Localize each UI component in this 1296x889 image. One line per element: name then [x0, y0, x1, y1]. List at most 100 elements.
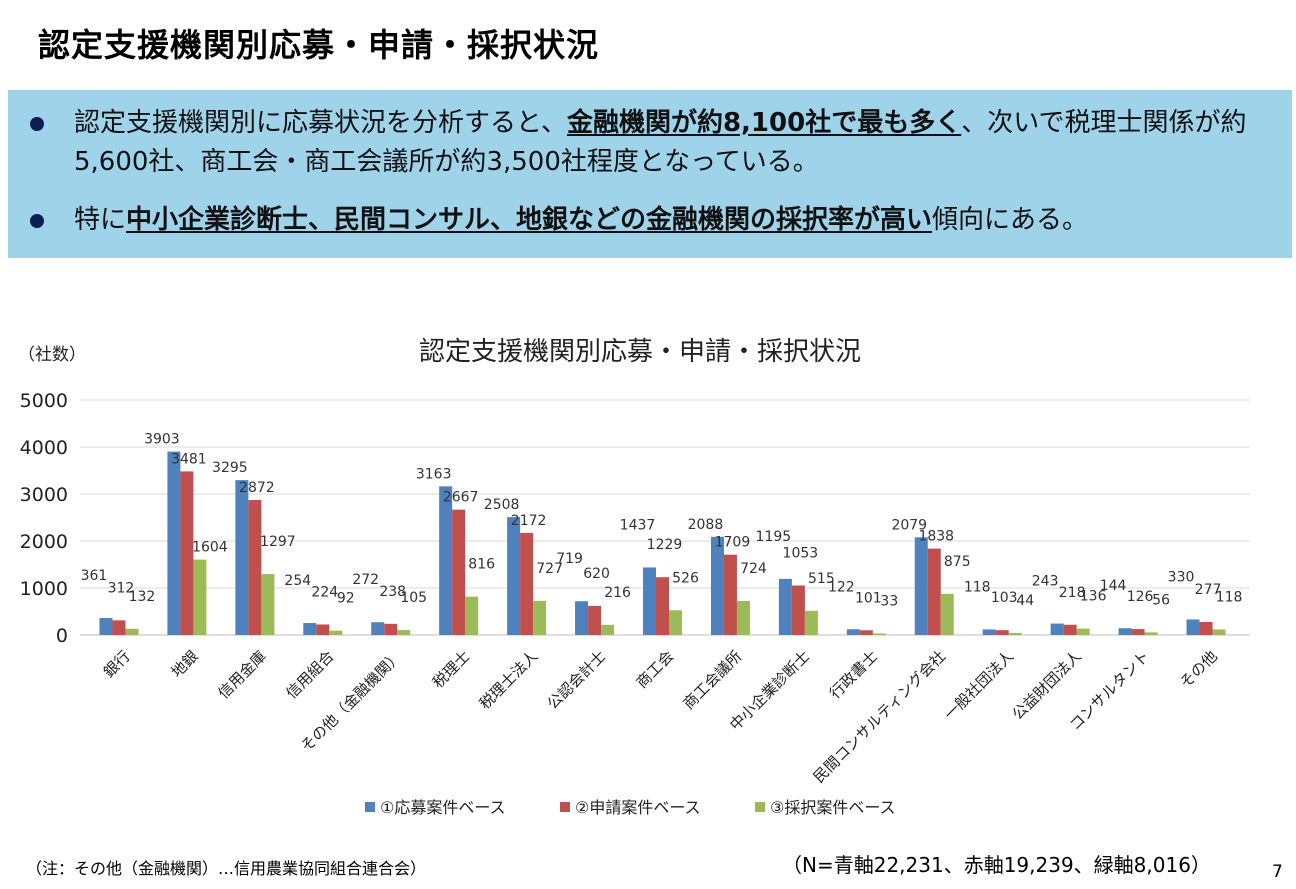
bar-3: [193, 559, 207, 635]
data-label: 2872: [239, 480, 275, 496]
data-label: 727: [536, 561, 563, 577]
y-tick-label: 3000: [20, 484, 68, 506]
x-category-label: 地銀: [168, 647, 202, 681]
data-label: 3163: [416, 466, 452, 482]
data-label: 277: [1195, 582, 1222, 598]
data-label: 238: [379, 584, 406, 600]
y-axis-label: （社数）: [18, 345, 86, 365]
data-label: 243: [1032, 574, 1059, 590]
data-label: 105: [400, 590, 427, 606]
x-category-label: 公認会計士: [544, 647, 610, 713]
data-label: 56: [1152, 592, 1170, 608]
data-label: 1229: [647, 537, 683, 553]
data-label: 218: [1059, 585, 1086, 601]
data-label: 1604: [192, 540, 228, 556]
data-label: 515: [808, 571, 835, 587]
bar-1: [1118, 628, 1132, 635]
bar-2: [859, 630, 873, 635]
x-category-label: 行政書士: [826, 647, 881, 702]
bar-2: [723, 554, 737, 635]
data-label: 312: [108, 580, 135, 596]
y-tick-label: 2000: [20, 531, 68, 553]
bar-2: [1199, 621, 1213, 635]
data-label: 272: [352, 572, 379, 588]
bar-1: [371, 622, 385, 635]
bullet-text: 特に中小企業診断士、民間コンサル、地銀などの金融機関の採択率が高い傾向にある。: [74, 201, 1254, 240]
data-label: 33: [880, 593, 898, 609]
y-tick-label: 0: [56, 625, 68, 647]
data-label: 44: [1016, 593, 1034, 609]
x-category-label: 一般社団法人: [941, 647, 1017, 723]
bar-2: [112, 620, 126, 635]
bar-2: [316, 624, 330, 635]
bullet-segment: 、次いで税理士関係が約5,600社、商工会・商工会議所が約3,500社程度となっ…: [74, 108, 1247, 177]
bar-2: [520, 532, 534, 635]
bar-3: [261, 574, 275, 635]
bullet-emphasis: 金融機関が約8,100社で最も多く: [566, 108, 962, 138]
data-label: 2508: [484, 497, 520, 513]
bar-1: [575, 601, 589, 635]
summary-bullet-1: 認定支援機関別に応募状況を分析すると、金融機関が約8,100社で最も多く、次いで…: [30, 104, 1254, 182]
chart-title: 認定支援機関別応募・申請・採択状況: [419, 337, 861, 367]
data-label: 2172: [511, 513, 547, 529]
bar-1: [778, 578, 792, 635]
bar-3: [669, 610, 682, 635]
x-category-label: 商工会: [633, 647, 678, 692]
data-label: 92: [337, 591, 355, 607]
bar-1: [914, 537, 928, 635]
data-label: 118: [964, 579, 991, 595]
x-category-label: 信用組合: [282, 647, 337, 702]
bar-1: [1186, 619, 1200, 635]
data-label: 132: [129, 589, 156, 605]
bar-2: [248, 500, 262, 635]
x-category-label: その他: [1176, 647, 1221, 692]
data-label: 620: [583, 566, 610, 582]
bar-3: [125, 628, 139, 635]
bar-1: [1050, 623, 1064, 635]
bar-2: [656, 577, 669, 635]
bar-3: [397, 630, 411, 635]
data-label: 2667: [443, 490, 479, 506]
x-category-label: 税理士: [429, 647, 474, 692]
x-category-label: 公益財団法人: [1009, 647, 1085, 723]
data-label: 118: [1216, 589, 1243, 605]
x-category-label: 銀行: [100, 647, 134, 681]
x-category-label: 商工会議所: [679, 647, 745, 713]
bullet-segment: 傾向にある。: [932, 205, 1089, 235]
bar-1: [303, 623, 317, 635]
data-label: 254: [284, 573, 311, 589]
bar-3: [940, 593, 954, 635]
data-label: 122: [828, 579, 855, 595]
bar-1: [710, 536, 724, 635]
bullet-text: 認定支援機関別に応募状況を分析すると、金融機関が約8,100社で最も多く、次いで…: [74, 104, 1254, 182]
data-label: 2088: [688, 517, 724, 533]
page-title: 認定支援機関別応募・申請・採択状況: [38, 26, 600, 64]
legend-swatch-1: [365, 802, 375, 812]
data-label: 875: [944, 554, 971, 570]
data-label: 1437: [620, 517, 656, 533]
footnote: （注：その他（金融機関）…信用農業協同組合連合会）: [26, 859, 427, 878]
bullet-emphasis: 中小企業診断士、民間コンサル、地銀などの金融機関の採択率が高い: [126, 205, 933, 235]
bar-3: [1076, 628, 1090, 635]
bar-1: [439, 486, 453, 635]
data-label: 101: [855, 590, 882, 606]
legend-swatch-3: [755, 802, 765, 812]
total-note: （N=青軸22,231、赤軸19,239、緑軸8,016）: [782, 853, 1211, 877]
bar-1: [507, 517, 521, 635]
data-label: 103: [991, 590, 1018, 606]
bullet-dot-icon: [30, 117, 44, 131]
data-label: 144: [1100, 578, 1127, 594]
bar-chart: 認定支援機関別応募・申請・採択状況 （社数） 0 1000 2000 3000 4000…: [18, 337, 1250, 817]
bar-3: [601, 624, 615, 635]
bar-3: [736, 600, 750, 635]
bar-3: [329, 630, 343, 635]
bar-2: [791, 585, 805, 635]
page-number: 7: [1272, 862, 1283, 882]
bar-3: [533, 600, 547, 635]
data-label: 361: [81, 568, 108, 584]
legend-label-2: ②申請案件ベース: [575, 798, 701, 817]
data-label: 3295: [212, 460, 248, 476]
y-tick-label: 5000: [20, 390, 68, 412]
data-label: 330: [1168, 569, 1195, 585]
bar-2: [588, 605, 602, 635]
